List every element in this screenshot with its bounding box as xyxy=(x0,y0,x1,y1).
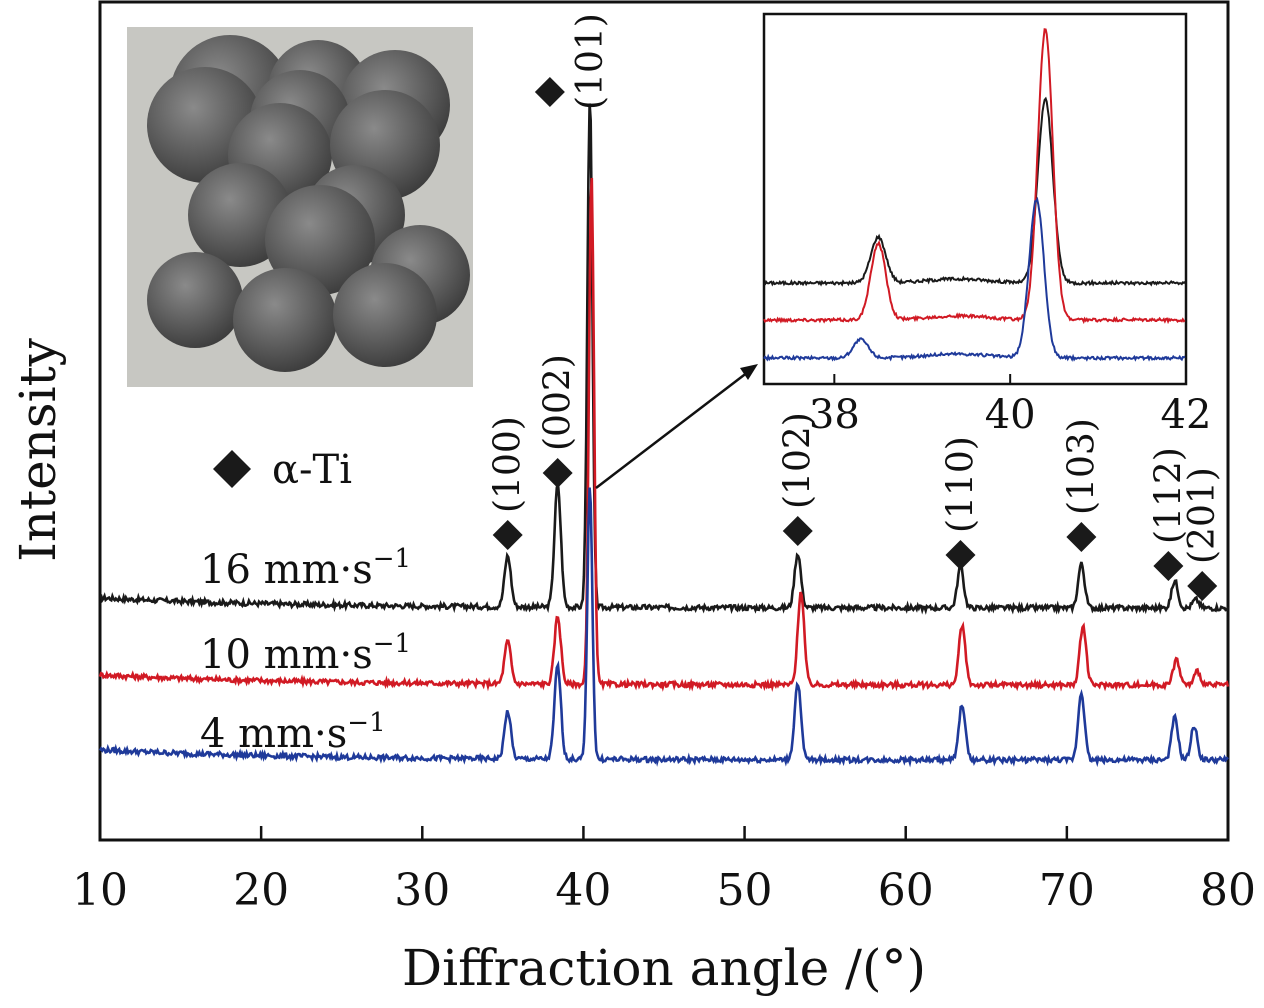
alpha-ti-marker-110 xyxy=(945,540,976,570)
peak-label-201: (201) xyxy=(1182,467,1223,564)
peak-label-112: (112) xyxy=(1148,447,1189,544)
alpha-ti-marker-100 xyxy=(492,520,523,550)
series-label-10: 10 mm·s−1 xyxy=(200,629,411,678)
series-line-10-mm-s xyxy=(98,177,1230,693)
inset-series-line-1 xyxy=(763,28,1186,325)
legend-label-alpha-ti: α-Ti xyxy=(272,447,352,493)
x-axis-title: Diffraction angle /(°) xyxy=(402,939,926,997)
plot-frame xyxy=(98,0,1230,842)
main-curves xyxy=(98,103,1230,768)
x-tick-label-80: 80 xyxy=(1200,865,1256,916)
inset-series-line-0 xyxy=(763,96,1186,287)
series-label-4: 4 mm·s−1 xyxy=(200,708,386,757)
alpha-ti-marker-002 xyxy=(542,458,573,488)
inset-tick-label-42: 42 xyxy=(1161,392,1212,438)
alpha-ti-marker-112 xyxy=(1153,551,1184,581)
peak-label-100: (100) xyxy=(488,416,529,513)
peak-label-110: (110) xyxy=(941,436,982,533)
alpha-ti-marker-201 xyxy=(1187,571,1218,601)
inset-tick-label-38: 38 xyxy=(809,392,860,438)
x-axis-ticks: 10 20 30 40 50 60 70 80 xyxy=(72,826,1256,916)
series-label-16: 16 mm·s−1 xyxy=(200,544,411,593)
series-line-4-mm-s xyxy=(98,487,1229,768)
x-tick-label-60: 60 xyxy=(878,865,934,916)
peak-label-002: (002) xyxy=(538,354,579,451)
zoom-arrow xyxy=(595,364,758,489)
series-line-16-mm-s xyxy=(99,103,1230,615)
peak-label-103: (103) xyxy=(1061,418,1102,515)
x-tick-label-40: 40 xyxy=(555,865,611,916)
inset-tick-label-40: 40 xyxy=(985,392,1036,438)
alpha-ti-marker-103 xyxy=(1066,522,1097,552)
x-tick-label-30: 30 xyxy=(394,865,450,916)
y-axis-title: Intensity xyxy=(9,337,67,562)
peak-label-102: (102) xyxy=(778,412,819,509)
legend: α-Ti xyxy=(213,447,352,493)
inset-series-line-2 xyxy=(763,196,1186,362)
alpha-ti-marker-102 xyxy=(782,516,813,546)
legend-diamond-marker xyxy=(213,450,251,488)
inset-frame xyxy=(762,12,1188,386)
alpha-ti-marker-101 xyxy=(534,77,565,107)
peak-labels: (100)(002) (101) (102) (110) (103) (112)(201) xyxy=(488,13,1223,601)
peak-label-101: (101) xyxy=(570,13,611,110)
x-tick-label-10: 10 xyxy=(72,865,128,916)
inset-ticks: 38 40 42 xyxy=(809,374,1212,438)
powder-sphere-image xyxy=(127,27,473,387)
x-tick-label-50: 50 xyxy=(717,865,773,916)
inset-plot: 38 40 42 xyxy=(762,12,1212,438)
x-tick-label-20: 20 xyxy=(233,865,289,916)
inset-curves xyxy=(763,28,1186,362)
x-tick-label-70: 70 xyxy=(1039,865,1095,916)
